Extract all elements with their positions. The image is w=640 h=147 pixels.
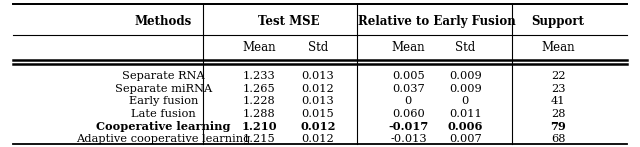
- Text: Cooperative learning: Cooperative learning: [96, 121, 230, 132]
- Text: 68: 68: [551, 134, 565, 144]
- Text: 0.013: 0.013: [301, 96, 335, 106]
- Text: 0: 0: [461, 96, 469, 106]
- Text: Separate RNA: Separate RNA: [122, 71, 205, 81]
- Text: 0.012: 0.012: [301, 134, 335, 144]
- Text: -0.013: -0.013: [390, 134, 427, 144]
- Text: -0.017: -0.017: [388, 121, 428, 132]
- Text: Methods: Methods: [134, 15, 192, 28]
- Text: 0.037: 0.037: [392, 84, 425, 94]
- Text: 0.012: 0.012: [300, 121, 336, 132]
- Text: Mean: Mean: [243, 41, 276, 54]
- Text: Separate miRNA: Separate miRNA: [115, 84, 212, 94]
- Text: 1.233: 1.233: [243, 71, 276, 81]
- Text: 0.009: 0.009: [449, 84, 482, 94]
- Text: 0: 0: [404, 96, 412, 106]
- Text: 0.012: 0.012: [301, 84, 335, 94]
- Text: Relative to Early Fusion: Relative to Early Fusion: [358, 15, 516, 28]
- Text: 28: 28: [551, 109, 565, 119]
- Text: 0.015: 0.015: [301, 109, 335, 119]
- Text: Std: Std: [455, 41, 476, 54]
- Text: 0.007: 0.007: [449, 134, 482, 144]
- Text: 0.009: 0.009: [449, 71, 482, 81]
- Text: Early fusion: Early fusion: [129, 96, 198, 106]
- Text: Mean: Mean: [541, 41, 575, 54]
- Text: 0.060: 0.060: [392, 109, 425, 119]
- Text: Late fusion: Late fusion: [131, 109, 196, 119]
- Text: Test MSE: Test MSE: [258, 15, 319, 28]
- Text: 0.011: 0.011: [449, 109, 482, 119]
- Text: 0.013: 0.013: [301, 71, 335, 81]
- Text: Adaptive cooperative learning: Adaptive cooperative learning: [76, 134, 250, 144]
- Text: Mean: Mean: [392, 41, 425, 54]
- Text: 22: 22: [551, 71, 565, 81]
- Text: 0.005: 0.005: [392, 71, 425, 81]
- Text: 1.265: 1.265: [243, 84, 276, 94]
- Text: 41: 41: [551, 96, 565, 106]
- Text: 0.006: 0.006: [447, 121, 483, 132]
- Text: 1.288: 1.288: [243, 109, 276, 119]
- Text: Std: Std: [308, 41, 328, 54]
- Text: 79: 79: [550, 121, 566, 132]
- Text: 1.215: 1.215: [243, 134, 276, 144]
- Text: 23: 23: [551, 84, 565, 94]
- Text: 1.210: 1.210: [241, 121, 277, 132]
- Text: 1.228: 1.228: [243, 96, 276, 106]
- Text: Support: Support: [532, 15, 584, 28]
